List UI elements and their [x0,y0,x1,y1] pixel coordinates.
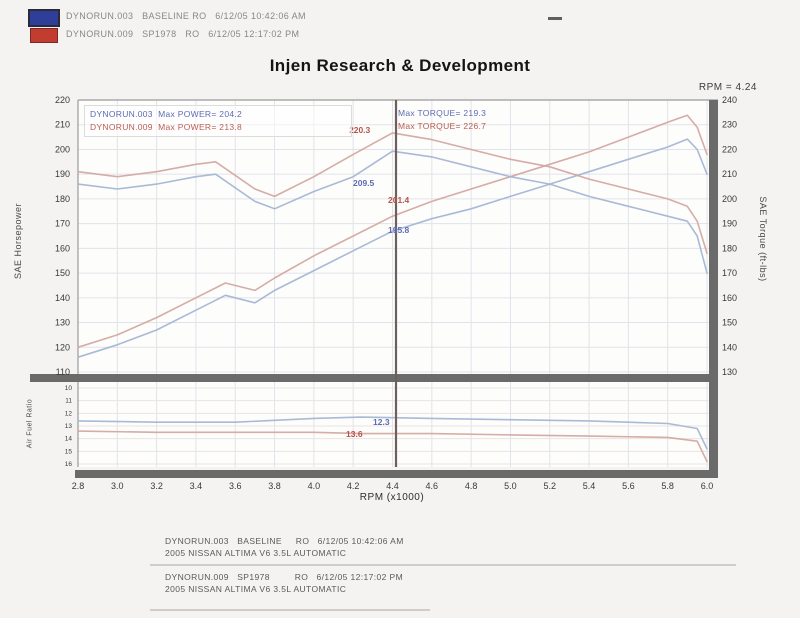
curve-dynorun-003-torque [77,150,708,274]
afr-axis-tick: 10 [65,385,73,392]
rpm-axis-tick: 2.8 [72,481,85,491]
run1-header-label: DYNORUN.003 BASELINE RO 6/12/05 10:42:06… [66,11,306,21]
rpm-axis-tick: 5.4 [583,481,596,491]
cursor-annotation-201-4: 201.4 [388,195,410,205]
rpm-axis-tick: 5.0 [504,481,517,491]
legend-run2-max-torque: Max TORQUE= 226.7 [398,121,487,131]
rpm-axis-tick: 5.2 [543,481,556,491]
afr-axis-tick: 13 [65,423,73,430]
rpm-axis-tick: 3.4 [190,481,203,491]
footer-divider-1 [150,564,736,566]
curve-dynorun-009-power [77,114,708,349]
footer-run1-vehicle: 2005 NISSAN ALTIMA V6 3.5L AUTOMATIC [165,548,347,558]
x-axis-bar [75,470,718,478]
curve-dynorun-003-power [77,138,708,359]
hp-axis-tick: 140 [55,293,70,303]
torque-axis-tick: 140 [722,342,737,352]
torque-axis-tick: 170 [722,268,737,278]
footer-run2-vehicle: 2005 NISSAN ALTIMA V6 3.5L AUTOMATIC [165,584,347,594]
plot-border-right-bar [709,100,718,478]
cursor-annotation-195-8: 195.8 [388,225,410,235]
hp-axis-tick: 150 [55,268,70,278]
rpm-axis-tick: 4.0 [308,481,321,491]
y-axis-label-torque: SAE Torque (ft-lbs) [758,196,768,282]
run2-color-swatch [30,28,58,43]
afr-axis-tick: 14 [65,436,73,443]
hp-axis-tick: 180 [55,194,70,204]
torque-axis-tick: 230 [722,120,737,130]
hp-axis-tick: 200 [55,144,70,154]
hp-axis-tick: 210 [55,120,70,130]
cursor-annotation-220-3: 220.3 [349,125,371,135]
rpm-axis-tick: 3.2 [150,481,163,491]
hp-axis-tick: 170 [55,219,70,229]
cursor-annotation-12-3: 12.3 [373,417,390,427]
x-axis-label-rpm: RPM (x1000) [359,492,425,503]
rpm-axis-tick: 4.6 [426,481,439,491]
rpm-axis-tick: 5.6 [622,481,635,491]
run1-color-swatch [28,9,60,27]
cursor-annotation-209-5: 209.5 [353,178,375,188]
hp-axis-tick: 220 [55,95,70,105]
afr-axis-tick: 15 [65,448,73,455]
footer-run1-line: DYNORUN.003 BASELINE RO 6/12/05 10:42:06… [165,536,404,546]
y-axis-label-horsepower: SAE Horsepower [13,202,23,280]
afr-axis-tick: 12 [65,410,73,417]
torque-axis-tick: 150 [722,318,737,328]
rpm-axis-tick: 3.0 [111,481,124,491]
torque-axis-tick: 200 [722,194,737,204]
footer-divider-2 [150,609,430,611]
afr-axis-tick: 11 [65,398,72,405]
torque-axis-tick: 220 [722,144,737,154]
hp-axis-tick: 130 [55,318,70,328]
torque-axis-tick: 180 [722,243,737,253]
torque-legend: Max TORQUE= 219.3 Max TORQUE= 226.7 [398,107,578,133]
page-title: Injen Research & Development [269,56,531,75]
torque-axis-tick: 130 [722,367,737,377]
cursor-annotation-13-6: 13.6 [346,429,363,439]
curve-dynorun-003-afr [77,416,708,450]
torque-axis-tick: 210 [722,169,737,179]
torque-axis-tick: 160 [722,293,737,303]
torque-axis-tick: 240 [722,95,737,105]
hp-axis-tick: 190 [55,169,70,179]
curve-dynorun-009-torque [77,132,708,255]
legend-run1-max-power: DYNORUN.003 Max POWER= 204.2 [90,109,243,119]
run2-header-label: DYNORUN.009 SP1978 RO 6/12/05 12:17:02 P… [66,29,300,39]
legend-run2-max-power: DYNORUN.009 Max POWER= 213.8 [90,122,243,132]
torque-axis-tick: 190 [722,219,737,229]
rpm-axis-tick: 4.8 [465,481,478,491]
footer-run2-line: DYNORUN.009 SP1978 RO 6/12/05 12:17:02 P… [165,572,404,582]
hp-axis-tick: 160 [55,243,70,253]
rpm-axis-tick: 6.0 [701,481,714,491]
rpm-axis-tick: 3.6 [229,481,242,491]
legend-run1-max-torque: Max TORQUE= 219.3 [398,108,487,118]
rpm-axis-tick: 3.8 [268,481,281,491]
pane-divider-bar [30,374,718,382]
power-legend-box: DYNORUN.003 Max POWER= 204.2 DYNORUN.009… [84,105,352,137]
curve-dynorun-009-afr [77,430,708,463]
cursor-rpm-readout: RPM = 4.24 [698,82,757,93]
rpm-axis-tick: 4.2 [347,481,360,491]
y-axis-label-air-fuel-ratio: Air Fuel Ratio [26,398,34,449]
hp-axis-tick: 110 [56,367,70,377]
scan-artifact-mark [548,17,562,20]
rpm-axis-tick: 4.4 [386,481,399,491]
hp-axis-tick: 120 [55,342,70,352]
rpm-axis-tick: 5.8 [661,481,674,491]
afr-axis-tick: 16 [65,461,73,468]
